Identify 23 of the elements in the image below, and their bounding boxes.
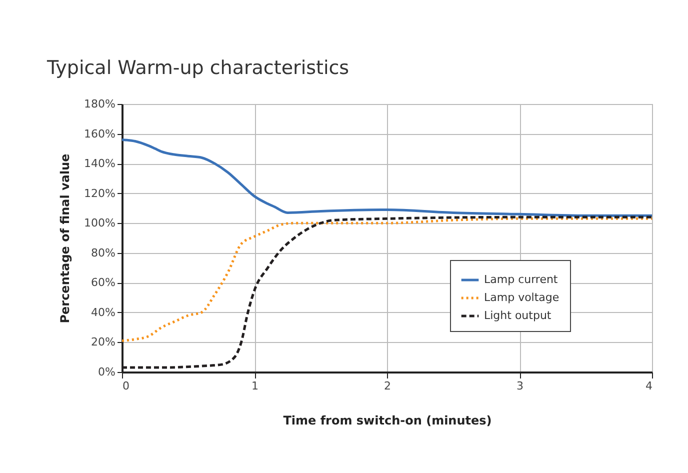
legend-label: Lamp current <box>484 273 558 286</box>
y-tick-label: 160% <box>84 127 116 140</box>
y-tick-label: 140% <box>84 157 116 170</box>
y-axis-title: Percentage of final value <box>58 154 72 324</box>
x-tick-label: 0 <box>122 380 130 392</box>
y-tick-label: 100% <box>84 216 116 230</box>
x-tick-label: 4 <box>646 380 652 392</box>
line-series <box>122 138 652 217</box>
y-tick-label: 0% <box>98 366 116 378</box>
y-tick-label: 60% <box>91 276 116 290</box>
y-tick-label: 80% <box>91 246 116 260</box>
x-tick-label: 1 <box>252 380 258 392</box>
legend-label: Light output <box>484 309 552 322</box>
y-tick-label: 20% <box>91 336 116 349</box>
x-tick-label: 3 <box>516 380 524 392</box>
x-axis-title: Time from switch-on (minutes) <box>283 414 492 428</box>
legend-label: Lamp voltage <box>484 291 560 304</box>
y-tick-label: 120% <box>84 186 116 200</box>
line-series <box>122 217 652 342</box>
chart-title: Typical Warm-up characteristics <box>46 57 350 79</box>
y-tick-label: 180% <box>84 98 116 110</box>
y-tick-label: 40% <box>91 306 116 319</box>
x-tick-label: 2 <box>384 380 391 392</box>
